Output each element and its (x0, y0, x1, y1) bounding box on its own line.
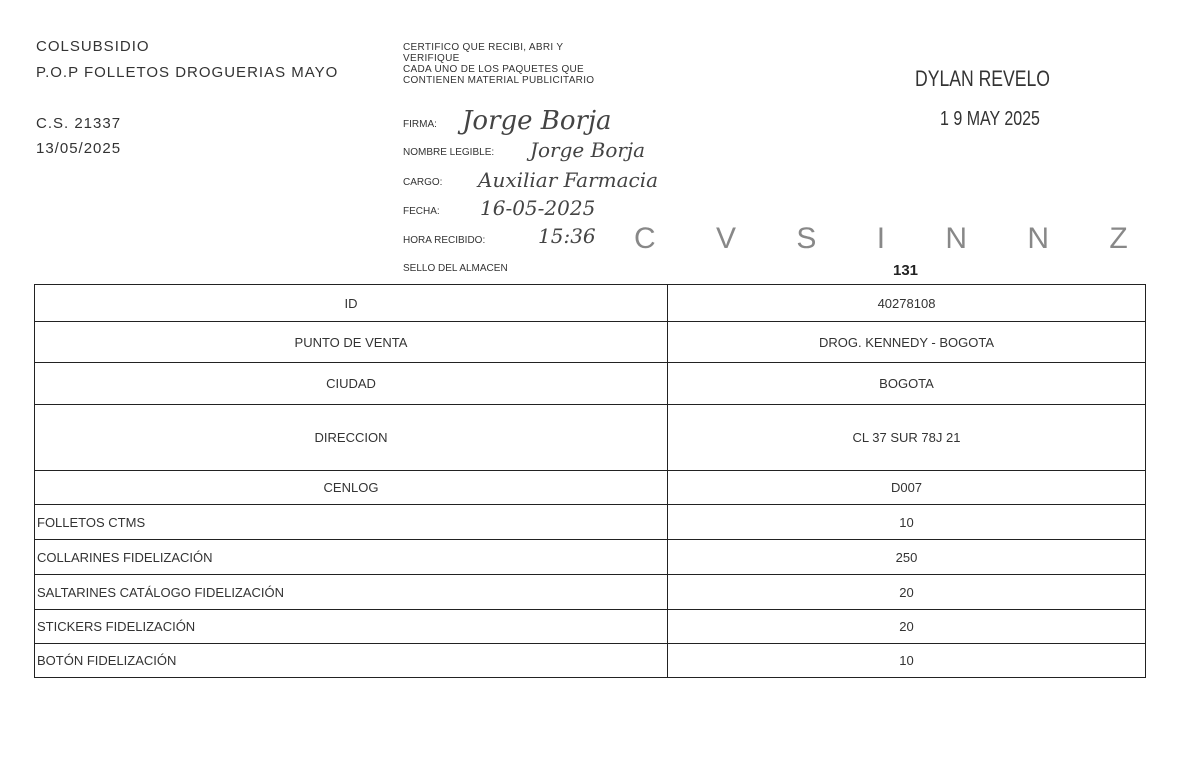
table-row: BOTÓN FIDELIZACIÓN 10 (34, 643, 1146, 678)
cs-number: C.S. 21337 (36, 115, 122, 132)
table-row: CENLOG D007 (34, 470, 1146, 505)
item-quantity: 250 (667, 539, 1146, 575)
table-row: SALTARINES CATÁLOGO FIDELIZACIÓN 20 (34, 574, 1146, 610)
row-label: PUNTO DE VENTA (34, 321, 668, 363)
hora-label: HORA RECIBIDO: (403, 235, 486, 246)
item-quantity: 20 (667, 574, 1146, 610)
nombre-label: NOMBRE LEGIBLE: (403, 147, 495, 158)
delivery-table: ID 40278108 PUNTO DE VENTA DROG. KENNEDY -… (34, 284, 1146, 678)
table-row: ID 40278108 (34, 284, 1146, 322)
item-label: STICKERS FIDELIZACIÓN (34, 609, 668, 644)
signature: Jorge Borja (462, 106, 612, 136)
row-value: D007 (667, 470, 1146, 505)
row-value: BOGOTA (667, 362, 1146, 405)
table-row: PUNTO DE VENTA DROG. KENNEDY - BOGOTA (34, 321, 1146, 363)
row-label: CIUDAD (34, 362, 668, 405)
fecha-label: FECHA: (403, 206, 440, 217)
certificate-line: VERIFIQUE (403, 53, 460, 64)
item-label: COLLARINES FIDELIZACIÓN (34, 539, 668, 575)
certificate-line: CONTIENEN MATERIAL PUBLICITARIO (403, 75, 595, 86)
page-number: 131 (893, 262, 919, 279)
item-label: SALTARINES CATÁLOGO FIDELIZACIÓN (34, 574, 668, 610)
campaign-title: P.O.P FOLLETOS DROGUERIAS MAYO (36, 64, 339, 81)
certificate-text: CERTIFICO QUE RECIBI, ABRI Y VERIFIQUE C… (403, 42, 594, 86)
table-row: FOLLETOS CTMS 10 (34, 504, 1146, 540)
firma-label: FIRMA: (403, 119, 437, 130)
item-label: FOLLETOS CTMS (34, 504, 668, 540)
row-label: ID (34, 284, 668, 322)
hora-value: 15:36 (538, 224, 596, 248)
table-row: DIRECCION CL 37 SUR 78J 21 (34, 404, 1146, 471)
receiver-stamp-name: DYLAN REVELO (915, 66, 1050, 91)
document-date: 13/05/2025 (36, 140, 122, 157)
row-label: CENLOG (34, 470, 668, 505)
company-name: COLSUBSIDIO (36, 38, 150, 55)
table-row: CIUDAD BOGOTA (34, 362, 1146, 405)
receiver-stamp-date: 1 9 MAY 2025 (940, 108, 1040, 130)
certificate-line: CERTIFICO QUE RECIBI, ABRI Y (403, 42, 564, 53)
item-quantity: 10 (667, 643, 1146, 678)
row-value: DROG. KENNEDY - BOGOTA (667, 321, 1146, 363)
item-quantity: 10 (667, 504, 1146, 540)
item-quantity: 20 (667, 609, 1146, 644)
cargo-value: Auxiliar Farmacia (478, 168, 659, 192)
fecha-value: 16-05-2025 (480, 196, 596, 220)
row-value: CL 37 SUR 78J 21 (667, 404, 1146, 471)
item-label: BOTÓN FIDELIZACIÓN (34, 643, 668, 678)
store-stamp: C V S I N N Z (634, 222, 1154, 255)
row-label: DIRECCION (34, 404, 668, 471)
table-row: STICKERS FIDELIZACIÓN 20 (34, 609, 1146, 644)
table-row: COLLARINES FIDELIZACIÓN 250 (34, 539, 1146, 575)
cargo-label: CARGO: (403, 177, 443, 188)
sello-label: SELLO DEL ALMACEN (403, 263, 508, 274)
row-value: 40278108 (667, 284, 1146, 322)
certificate-line: CADA UNO DE LOS PAQUETES QUE (403, 64, 585, 75)
nombre-value: Jorge Borja (530, 138, 646, 162)
